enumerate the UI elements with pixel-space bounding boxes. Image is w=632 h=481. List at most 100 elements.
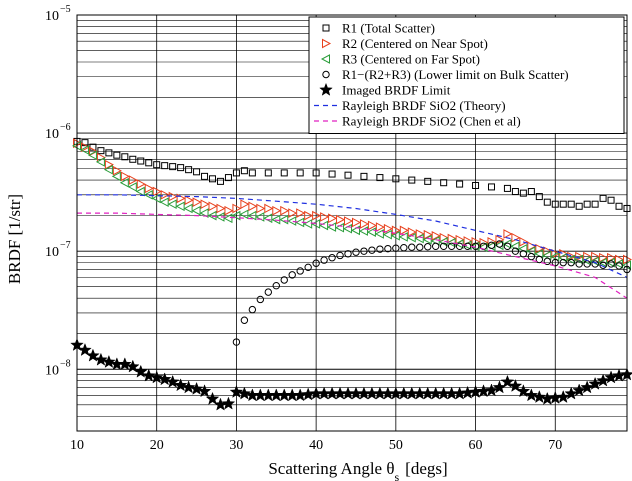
data-point xyxy=(120,171,130,182)
data-point xyxy=(201,172,209,180)
data-point xyxy=(495,234,505,245)
data-point xyxy=(145,159,153,167)
data-point xyxy=(463,242,472,250)
data-point xyxy=(446,237,456,248)
data-point xyxy=(296,169,304,177)
data-point xyxy=(205,391,220,405)
data-point xyxy=(320,212,330,222)
data-point xyxy=(177,164,185,172)
data-point xyxy=(223,213,233,224)
legend-label: Rayleigh BRDF SiO2 (Theory) xyxy=(342,98,506,113)
data-point xyxy=(272,282,280,290)
data-point xyxy=(279,214,289,225)
x-tick-label: 40 xyxy=(309,438,323,453)
data-point xyxy=(280,276,288,284)
data-point xyxy=(129,155,137,163)
y-tick-exponent: −8 xyxy=(60,358,71,369)
data-point xyxy=(542,250,552,261)
data-point xyxy=(500,374,515,388)
data-point xyxy=(455,234,465,245)
data-point xyxy=(176,193,186,204)
data-point xyxy=(112,165,122,176)
data-point xyxy=(511,247,520,255)
data-point xyxy=(535,255,544,264)
data-point xyxy=(133,364,148,378)
data-point xyxy=(472,181,480,189)
data-point xyxy=(320,256,328,264)
data-point xyxy=(256,295,265,304)
data-point xyxy=(382,229,392,240)
data-point xyxy=(454,239,464,249)
data-point xyxy=(334,222,345,233)
data-point xyxy=(440,179,448,187)
data-point xyxy=(575,260,583,268)
y-axis-label: BRDF [1/str] xyxy=(5,194,24,284)
data-point xyxy=(296,208,306,218)
data-point xyxy=(304,263,312,272)
data-point xyxy=(207,210,217,221)
data-point xyxy=(144,183,154,194)
data-point xyxy=(344,216,354,226)
data-point xyxy=(247,210,257,221)
legend-swatch xyxy=(322,70,330,79)
data-point xyxy=(588,376,602,390)
data-point xyxy=(484,383,499,397)
data-point xyxy=(508,378,523,392)
data-point xyxy=(280,169,288,177)
data-point xyxy=(312,169,320,177)
data-point xyxy=(359,219,370,229)
data-point xyxy=(567,200,575,208)
data-point xyxy=(193,168,201,176)
data-point xyxy=(143,189,153,200)
data-point xyxy=(336,214,346,225)
x-tick-label: 20 xyxy=(150,438,164,453)
data-point xyxy=(575,202,583,210)
data-point xyxy=(591,260,599,268)
data-point xyxy=(556,389,571,404)
data-point xyxy=(272,205,282,216)
series-6 xyxy=(77,194,628,278)
data-point xyxy=(113,151,121,159)
x-tick-label: 10 xyxy=(70,438,84,453)
data-point xyxy=(125,359,140,373)
x-tick-label: 70 xyxy=(548,438,562,453)
data-point xyxy=(160,189,170,200)
data-point xyxy=(599,252,609,263)
data-point xyxy=(264,203,274,214)
data-point xyxy=(173,378,188,392)
data-point xyxy=(191,205,201,216)
y-tick-label: 10 xyxy=(45,127,59,142)
data-point xyxy=(80,142,91,152)
data-point xyxy=(237,386,252,400)
data-point xyxy=(502,239,512,249)
data-point xyxy=(407,227,417,237)
data-point xyxy=(615,202,623,210)
data-point xyxy=(416,243,424,251)
legend-swatch xyxy=(320,54,330,64)
legend: R1 (Total Scatter)R2 (Centered on Near S… xyxy=(308,16,625,134)
data-point xyxy=(519,250,528,258)
data-point xyxy=(503,229,513,239)
data-point xyxy=(153,161,161,169)
data-point xyxy=(192,197,202,208)
data-point xyxy=(328,254,336,262)
data-point xyxy=(596,373,610,387)
data-point xyxy=(375,222,385,232)
legend-label: R1 (Total Scatter) xyxy=(342,21,435,36)
data-point xyxy=(264,169,272,177)
legend-label: Rayleigh BRDF SiO2 (Chen et al) xyxy=(342,114,521,129)
data-point xyxy=(78,342,92,357)
data-point xyxy=(183,203,193,214)
data-point xyxy=(185,166,193,174)
data-point xyxy=(599,194,607,202)
x-tick-label: 60 xyxy=(469,438,483,453)
data-point xyxy=(352,248,360,256)
data-point xyxy=(583,200,591,208)
y-tick-label: 10 xyxy=(45,245,59,260)
data-point xyxy=(232,338,241,346)
y-tick-label: 10 xyxy=(45,363,59,378)
series-5 xyxy=(70,337,632,411)
data-point xyxy=(527,252,536,261)
data-point xyxy=(127,182,137,192)
